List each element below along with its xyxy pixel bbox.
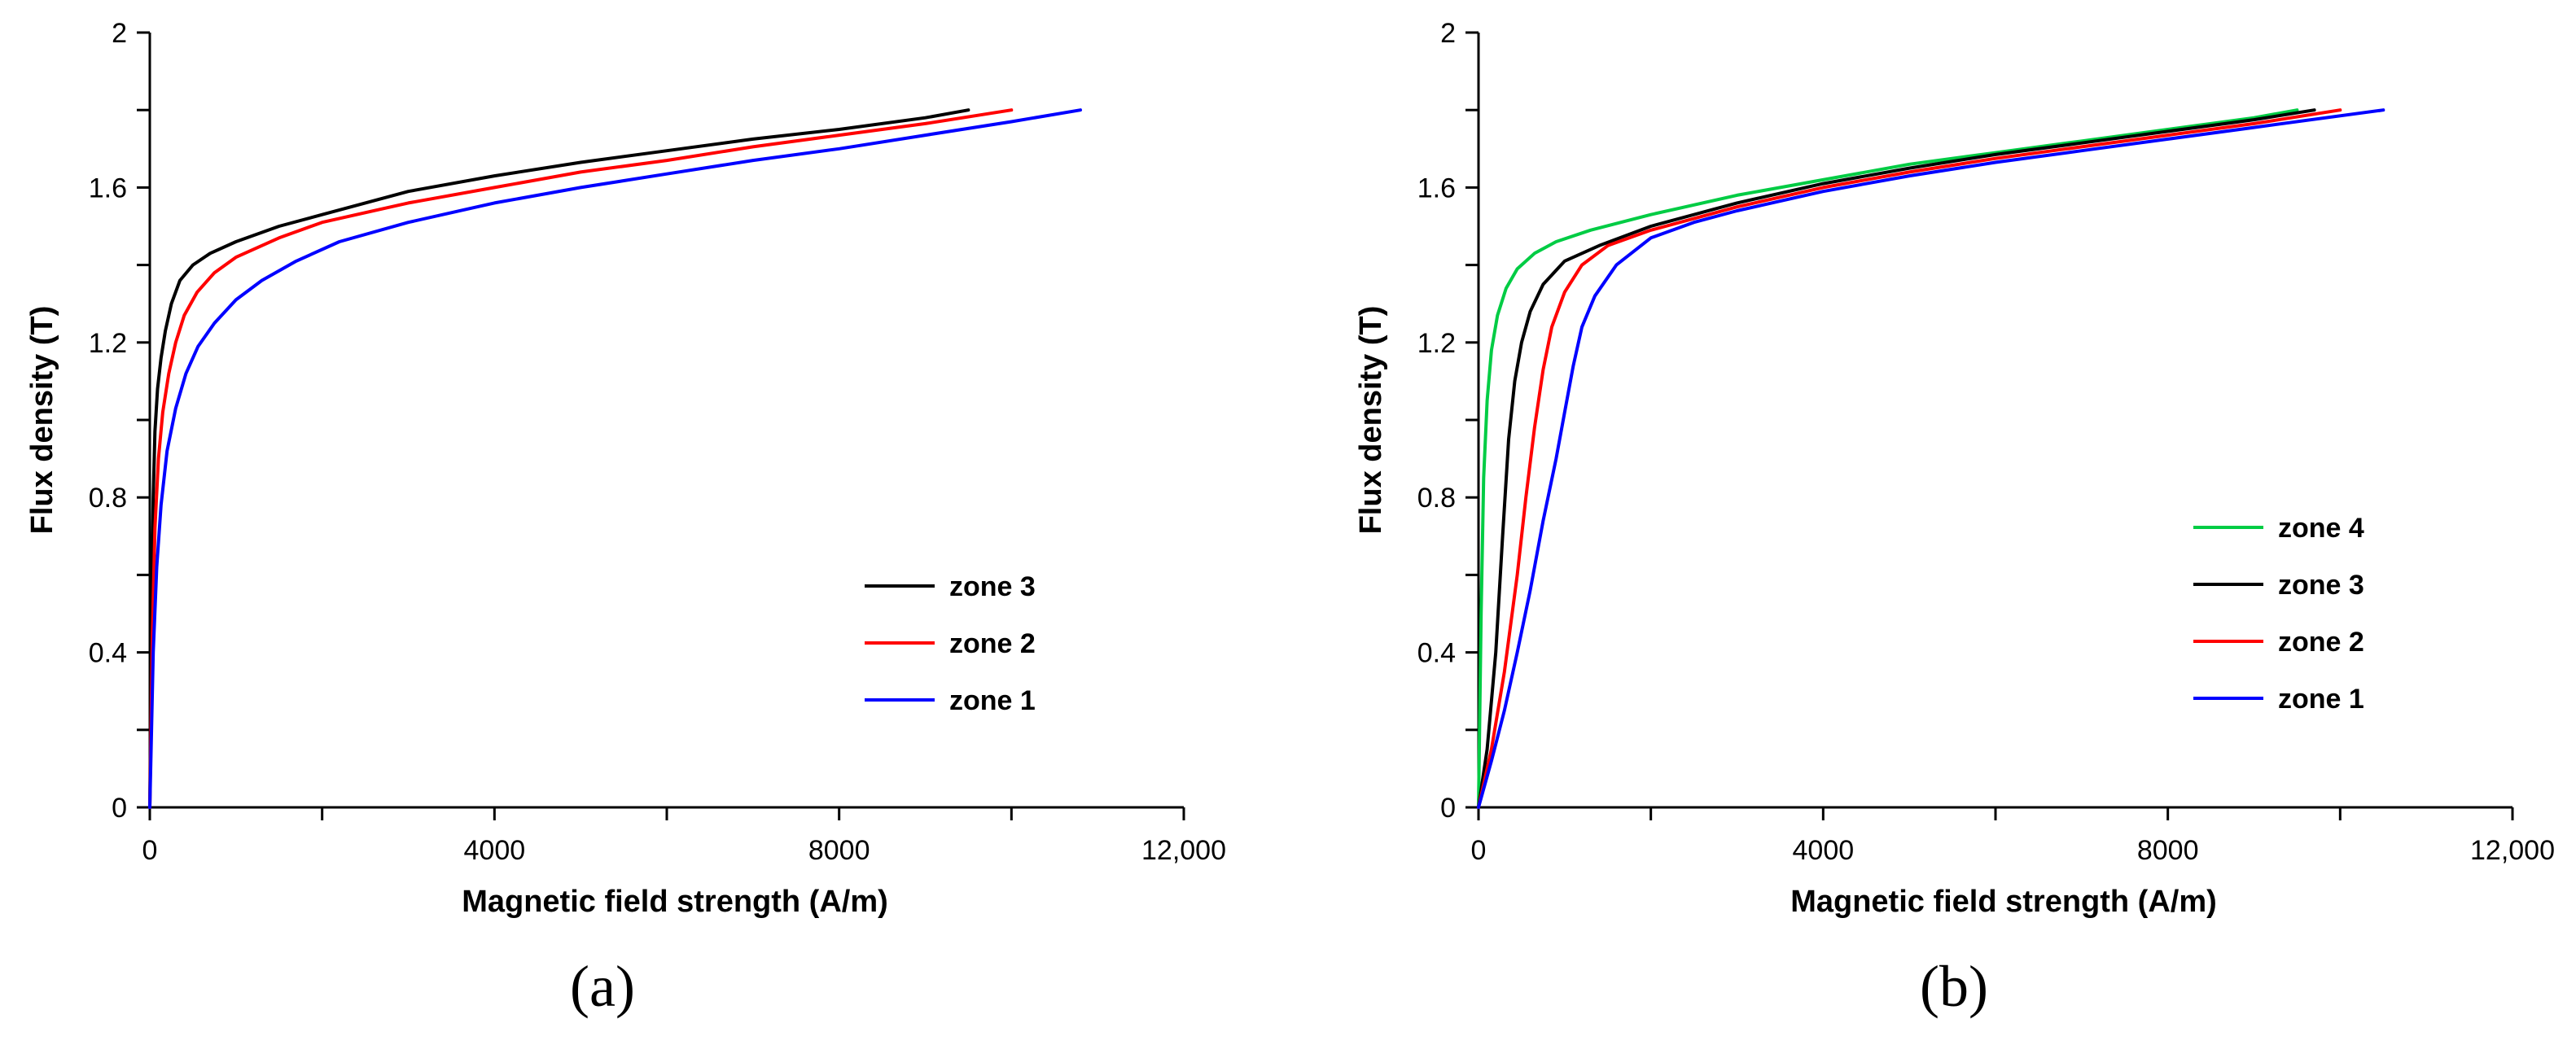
series-line-zone-3 bbox=[1477, 108, 2316, 809]
x-tick-label: 12,000 bbox=[1141, 835, 1226, 866]
x-tick-label: 0 bbox=[1471, 835, 1487, 866]
x-tick-label: 8000 bbox=[2137, 835, 2199, 866]
y-axis-title: Flux density (T) bbox=[25, 306, 59, 535]
legend-label: zone 2 bbox=[949, 628, 1036, 659]
series-line-zone-1 bbox=[1477, 108, 2385, 809]
series-line-zone-2 bbox=[1477, 108, 2342, 809]
x-tick-label: 4000 bbox=[464, 835, 526, 866]
series-line-zone-2 bbox=[148, 108, 1014, 809]
y-tick-label: 2 bbox=[112, 18, 127, 49]
series-line-zone-4 bbox=[1477, 108, 2299, 809]
x-axis-title: Magnetic field strength (A/m) bbox=[462, 885, 888, 919]
panel-a: 0 4000 8000 12,000 0 0.4 0.8 1.2 1.6 2 Magnetic fi… bbox=[25, 18, 1226, 1019]
x-tick-label: 12,000 bbox=[2470, 835, 2555, 866]
y-tick-label: 1.6 bbox=[1417, 173, 1456, 203]
y-tick-label: 1.2 bbox=[89, 328, 127, 359]
y-tick-label: 0 bbox=[1440, 793, 1456, 824]
y-tick-label: 0.8 bbox=[1417, 483, 1456, 514]
panel-b: 0 4000 8000 12,000 0 0.4 0.8 1.2 1.6 2 Magnetic fi… bbox=[1354, 18, 2555, 1019]
legend-label: zone 4 bbox=[2278, 513, 2364, 544]
y-tick-label: 0.4 bbox=[89, 638, 127, 669]
y-tick-label: 0 bbox=[112, 793, 127, 824]
series-line-zone-1 bbox=[148, 108, 1082, 809]
legend-label: zone 2 bbox=[2278, 627, 2364, 658]
y-tick-label: 2 bbox=[1440, 18, 1456, 49]
y-axis-title: Flux density (T) bbox=[1354, 306, 1388, 535]
y-tick-label: 1.6 bbox=[89, 173, 127, 203]
y-tick-label: 1.2 bbox=[1417, 328, 1456, 359]
legend-label: zone 3 bbox=[949, 571, 1036, 602]
x-tick-label: 4000 bbox=[1793, 835, 1855, 866]
y-tick-label: 0.4 bbox=[1417, 638, 1456, 669]
legend-label: zone 3 bbox=[2278, 570, 2364, 601]
series-line-zone-3 bbox=[148, 108, 970, 809]
panel-label: (a) bbox=[570, 954, 635, 1019]
legend-label: zone 1 bbox=[949, 685, 1036, 716]
y-tick-label: 0.8 bbox=[89, 483, 127, 514]
panel-label: (b) bbox=[1920, 954, 1988, 1019]
x-tick-label: 0 bbox=[142, 835, 158, 866]
x-tick-label: 8000 bbox=[808, 835, 870, 866]
x-axis-title: Magnetic field strength (A/m) bbox=[1790, 885, 2217, 919]
legend-label: zone 1 bbox=[2278, 684, 2364, 715]
